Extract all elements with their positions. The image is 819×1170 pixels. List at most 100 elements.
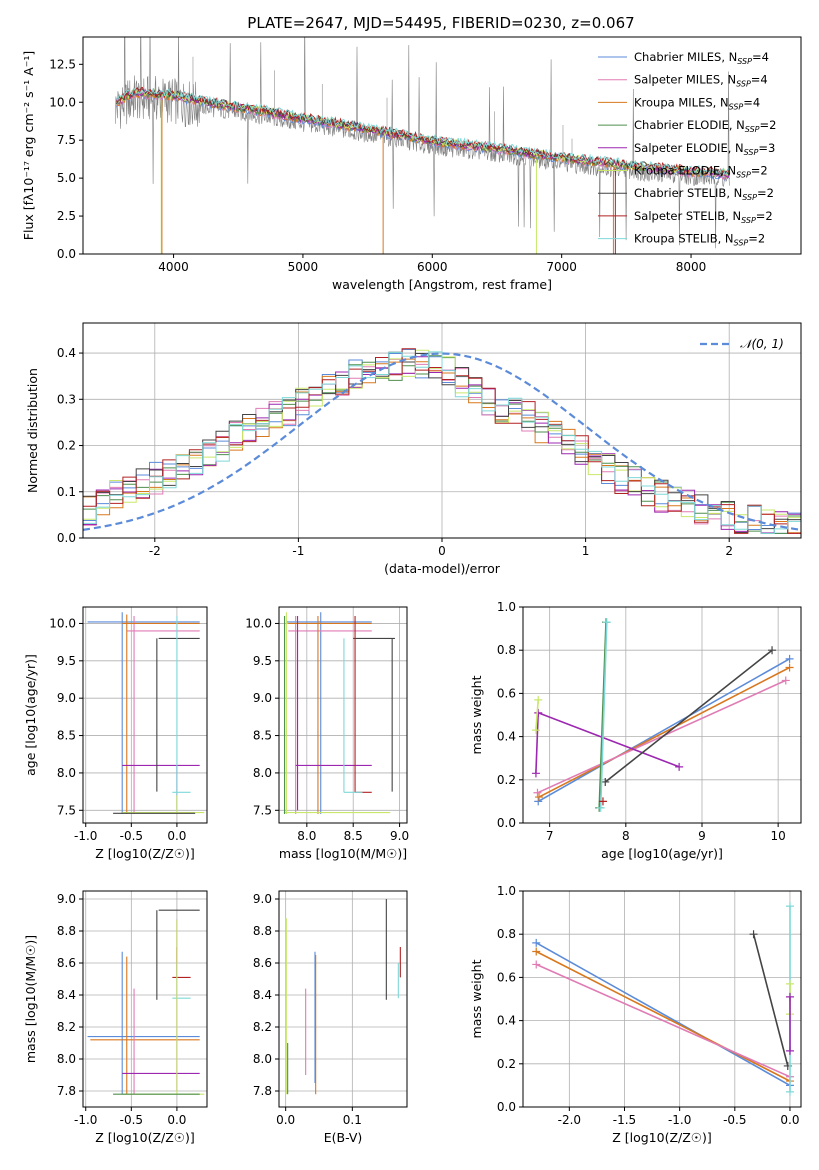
y-axis-label: mass weight [469,675,484,754]
weight-line [535,942,791,1087]
legend-label-main: Chabrier MILES, N [634,50,737,64]
x-tick-label: 8 [622,829,630,843]
x-tick-label: 7000 [546,260,577,274]
x-axis-label: mass [log10(M/M☉)] [279,846,407,861]
weight-point [532,938,541,947]
errorbars [87,909,205,1095]
weight-point [785,654,794,663]
y-tick-label: 7.5 [57,803,76,817]
y-tick-label: 7.8 [253,1084,272,1098]
weight-line [535,699,539,731]
x-tick-label: 1 [582,544,590,558]
legend-label-tail: =2 [751,164,768,178]
mass-vs-ebv-plot: 0.0 0.1 7.8 8.0 8.2 8.4 8.6 8.8 9.0 E(B-V) [253,890,408,1145]
histogram-lines [83,348,801,534]
x-axis-label: wavelength [Angstrom, rest frame] [332,277,552,292]
weight-point [598,797,607,806]
legend-label-sub: SSP [734,239,749,248]
y-tick-label: 0.4 [497,1014,516,1028]
errorbars [87,612,205,815]
legend-label: Salpeter MILES, NSSP=4 [634,73,768,89]
y-axis-label: mass [log10(M/M☉)] [23,935,38,1063]
model-spectrum-kroupa_stelib [116,87,731,175]
errorbars [285,899,401,1095]
x-tick-label: 9 [698,829,706,843]
legend-label-main: Kroupa STELIB, N [634,232,734,246]
y-tick-label: 8.4 [253,988,272,1002]
y-tick-label: 0.6 [497,686,516,700]
legend-label-tail: =3 [758,141,775,155]
x-tick-label: -2 [149,544,161,558]
x-tick-label: 8.0 [297,829,316,843]
y-tick-label: 9.0 [57,892,76,906]
x-tick-label: -0.5 [120,829,143,843]
x-tick-label: 0.0 [167,829,186,843]
legend-label-main: Salpeter MILES, N [634,73,736,87]
legend-label: Chabrier MILES, NSSP=4 [634,50,769,66]
weight-point [785,1087,794,1096]
y-tick-label: 8.6 [57,956,76,970]
y-tick-label: 8.6 [253,956,272,970]
y-tick-label: 0.8 [497,643,516,657]
weight-point [531,726,540,735]
weight-point [596,803,605,812]
spectrum-plot: 4000 5000 6000 7000 8000 0.0 2.5 5.0 7.5 10.0 12.5… [21,36,802,292]
weight-point [602,618,611,627]
legend-label-tail: =4 [751,73,768,87]
x-tick-label: -0.5 [120,1113,143,1127]
y-tick-label: 10.0 [245,616,272,630]
x-axis-label: Z [log10(Z/Z☉)] [95,846,195,861]
weight-line [535,950,791,1082]
weight-point [533,788,542,797]
y-tick-label: 2.5 [57,209,76,223]
y-tick-label: 0.8 [497,927,516,941]
weight-vs-age-plot: 7 8 9 10 0.0 0.2 0.4 0.6 0.8 1.0 age [log10(age/yr… [469,600,802,861]
axes-frame [278,606,408,824]
legend-label: Chabrier ELODIE, NSSP=2 [634,118,776,134]
y-tick-label: 8.8 [57,924,76,938]
x-tick-label: -1 [292,544,304,558]
axes-frame [82,606,208,824]
x-axis-label: (data-model)/error [384,561,501,576]
x-tick-label: 8000 [676,260,707,274]
age-vs-metallicity-plot: -1.0 -0.5 0.0 7.5 8.0 8.5 9.0 9.5 10.0 Z [log10(Z… [23,606,208,861]
y-tick-label: 0.0 [57,247,76,261]
y-tick-label: 7.5 [57,133,76,147]
weight-point [532,960,541,969]
y-tick-label: 5.0 [57,171,76,185]
axes-frame [82,890,208,1108]
weight-lines [531,618,794,812]
weight-line [752,933,789,1067]
x-tick-label: 10 [771,829,786,843]
y-tick-label: 9.5 [253,654,272,668]
weight-point [601,777,610,786]
weight-line [535,963,791,1078]
y-tick-label: 1.0 [497,600,516,614]
legend-label-main: Kroupa MILES, N [634,95,729,109]
y-tick-label: 0.0 [497,1100,516,1114]
legend-label-tail: =2 [748,232,765,246]
legend-label-sub: SSP [729,102,744,111]
y-tick-label: 8.5 [57,729,76,743]
legend-label-tail: =2 [757,186,774,200]
x-tick-label: -0.5 [723,1113,746,1127]
x-tick-label: -2.0 [558,1113,581,1127]
y-tick-label: 9.5 [57,654,76,668]
legend-label: Salpeter ELODIE, NSSP=3 [634,141,775,157]
weight-point [785,992,794,1001]
errorbars [283,612,395,815]
y-tick-label: 8.0 [57,1052,76,1066]
y-tick-label: 9.0 [57,691,76,705]
y-tick-label: 8.2 [57,1020,76,1034]
axes-frame [522,606,802,824]
legend-label-tail: =2 [756,209,773,223]
legend-label-sub: SSP [741,216,756,225]
x-tick-label: 8.5 [344,829,363,843]
histogram-kroupa_stelib [83,351,801,534]
x-tick-label: 4000 [158,260,189,274]
legend-label: Chabrier STELIB, NSSP=2 [634,186,774,202]
residuals-histogram: -2 -1 0 1 2 0.0 0.1 0.2 0.3 0.4 (data-model)/error… [25,322,802,576]
axes-frame [82,36,802,255]
x-tick-label: -1.0 [74,829,97,843]
legend-label: 𝒩(0, 1) [740,337,784,351]
